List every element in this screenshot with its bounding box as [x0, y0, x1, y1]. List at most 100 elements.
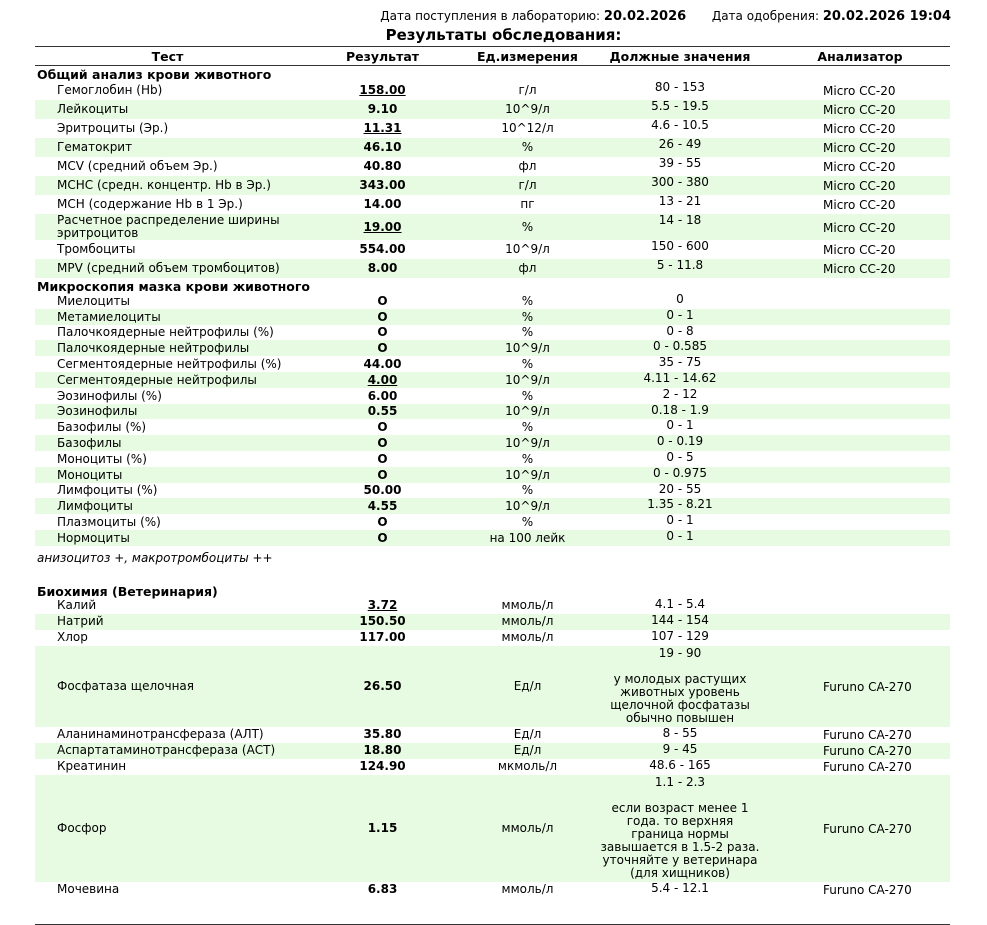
analyzer-cell [770, 451, 950, 467]
table-header: Тест Результат Ед.измерения Должные знач… [35, 46, 950, 66]
analyzer-cell [770, 388, 950, 404]
result-value: 40.80 [363, 159, 402, 173]
section-header: Общий анализ крови животного [35, 66, 950, 82]
reference-range: 5.4 - 12.1 [651, 880, 709, 895]
table-row: Расчетное распределение ширины эритроцит… [35, 214, 950, 240]
result-cell: О [300, 293, 465, 309]
table-row: Хлор 117.00 ммоль/л 107 - 129 [35, 629, 950, 646]
analyzer-cell [770, 498, 950, 515]
table-row: MPV (средний объем тромбоцитов) 8.00 фл 5 -… [35, 259, 950, 278]
table-row: Фосфор 1.15 ммоль/л 1.1 - 2.3 если возраст … [35, 774, 950, 882]
analyzer-cell: Micro CC-20 [823, 198, 896, 212]
analyzer-cell: Furuno CA-270 [770, 645, 950, 727]
reference-range: 0 - 1 [666, 418, 694, 433]
analyzer-cell [770, 356, 950, 372]
unit-cell: г/л [465, 176, 590, 195]
table-row: Сегментоядерные нейтрофилы 4.00 10^9/л 4.11… [35, 371, 950, 388]
analyzer-cell [770, 403, 950, 420]
table-row: Гемоглобин (Hb) 158.00 г/л 80 - 153 Micro CC… [35, 81, 950, 100]
unit-cell: ммоль/л [465, 774, 590, 882]
result-value: О [377, 530, 388, 545]
unit-cell: 10^9/л [465, 371, 590, 388]
table-row: Лейкоциты 9.10 10^9/л 5.5 - 19.5 Micro CC-20 [35, 100, 950, 119]
unit-cell: Ед/л [513, 727, 542, 742]
test-name: Тромбоциты [57, 242, 136, 256]
reference-range: 39 - 55 [658, 156, 702, 170]
table-row: Палочкоядерные нейтрофилы О 10^9/л 0 - 0.58… [35, 340, 950, 357]
result-value: 158.00 [359, 83, 406, 97]
unit-cell: г/л [518, 83, 537, 97]
reference-range: 0 - 5 [666, 449, 694, 464]
result-cell: 18.80 [300, 742, 465, 759]
table-row: Эозинофилы (%) 6.00% 2 - 12 [35, 388, 950, 404]
unit-cell: % [465, 214, 590, 240]
table-row: Моноциты (%) О% 0 - 5 [35, 451, 950, 467]
test-name: Креатинин [57, 759, 127, 774]
table-row: Базофилы (%) О% 0 - 1 [35, 419, 950, 435]
reference-range: 26 - 49 [590, 138, 770, 157]
table-row: Моноциты О 10^9/л 0 - 0.975 [35, 466, 950, 483]
test-name: Сегментоядерные нейтрофилы (%) [57, 357, 282, 372]
unit-cell: 10^9/л [465, 466, 590, 483]
analyzer-cell: Micro CC-20 [770, 138, 950, 157]
test-name: Гемоглобин (Hb) [57, 83, 163, 97]
section-title: Биохимия (Ветеринария) [37, 583, 218, 599]
test-name: Хлор [57, 630, 88, 645]
reference-range: 1.1 - 2.3 если возраст менее 1 года. то … [590, 774, 770, 882]
unit-cell: 10^9/л [465, 498, 590, 515]
reference-range: 0 - 1 [590, 529, 770, 546]
result-value: 26.50 [363, 678, 402, 693]
result-value: 0.55 [367, 404, 398, 419]
unit-cell: на 100 лейк [465, 529, 590, 546]
analyzer-cell [770, 435, 950, 451]
result-cell: 44.00 [300, 356, 465, 372]
reference-range: 5 - 11.8 [590, 259, 770, 278]
reference-range: 20 - 55 [658, 481, 702, 496]
test-name: Палочкоядерные нейтрофилы (%) [57, 325, 274, 340]
test-name: Фосфор [35, 774, 300, 882]
unit-cell: ммоль/л [501, 598, 554, 613]
result-value: 18.80 [363, 743, 402, 758]
result-cell: 46.10 [300, 138, 465, 157]
unit-cell: 10^9/л [465, 435, 590, 451]
analyzer-cell: Micro CC-20 [770, 100, 950, 119]
result-value: О [377, 515, 388, 530]
analyzer-cell: Micro CC-20 [770, 259, 950, 278]
table-row: MCV (средний объем Эр.) 40.80 фл 39 - 55 Mic… [35, 157, 950, 176]
test-name: Аспартатаминотрансфераза (АСТ) [35, 742, 300, 759]
result-cell: О [300, 435, 465, 451]
test-name: Метамиелоциты [35, 308, 300, 325]
test-name: MCH (содержание Hb в 1 Эр.) [57, 197, 243, 211]
table-row: MCHC (средн. концентр. Hb в Эр.) 343.00 г/… [35, 176, 950, 195]
reference-range: 144 - 154 [590, 613, 770, 630]
result-cell: О [300, 340, 465, 357]
result-cell: 1.15 [300, 774, 465, 882]
table-row: Эритроциты (Эр.) 11.31 10^12/л 4.6 - 10.5 Mi… [35, 119, 950, 138]
analyzer-cell: Micro CC-20 [770, 176, 950, 195]
unit-cell: Ед/л [465, 742, 590, 759]
unit-cell: 10^9/л [465, 340, 590, 357]
page-title: Результаты обследования: [385, 26, 622, 44]
table-row: Эозинофилы 0.55 10^9/л 0.18 - 1.9 [35, 403, 950, 420]
analyzer-cell: Micro CC-20 [823, 84, 896, 98]
result-cell: 9.10 [300, 100, 465, 119]
analyzer-cell [770, 466, 950, 483]
reference-range: 0 - 1 [590, 308, 770, 325]
received-date: 20.02.2026 [603, 9, 687, 24]
unit-cell: % [521, 420, 534, 435]
result-cell: О [300, 514, 465, 530]
analyzer-cell: Micro CC-20 [770, 214, 950, 240]
result-value: О [377, 309, 388, 324]
test-name: Аланинаминотрансфераза (АЛТ) [57, 727, 264, 742]
test-name: Калий [57, 598, 97, 613]
test-name: Гематокрит [35, 138, 300, 157]
unit-cell: % [465, 308, 590, 325]
col-test: Тест [35, 46, 300, 66]
analyzer-cell: Furuno CA-270 [823, 883, 912, 898]
result-value: 8.00 [367, 261, 398, 275]
table-row: Тромбоциты 554.00 10^9/л 150 - 600 Micro CC-… [35, 240, 950, 259]
result-value: 3.72 [367, 598, 398, 613]
table-row: Лимфоциты 4.55 10^9/л 1.35 - 8.21 [35, 498, 950, 515]
analyzer-cell [770, 293, 950, 309]
section-header: Микроскопия мазка крови животного [35, 278, 950, 293]
